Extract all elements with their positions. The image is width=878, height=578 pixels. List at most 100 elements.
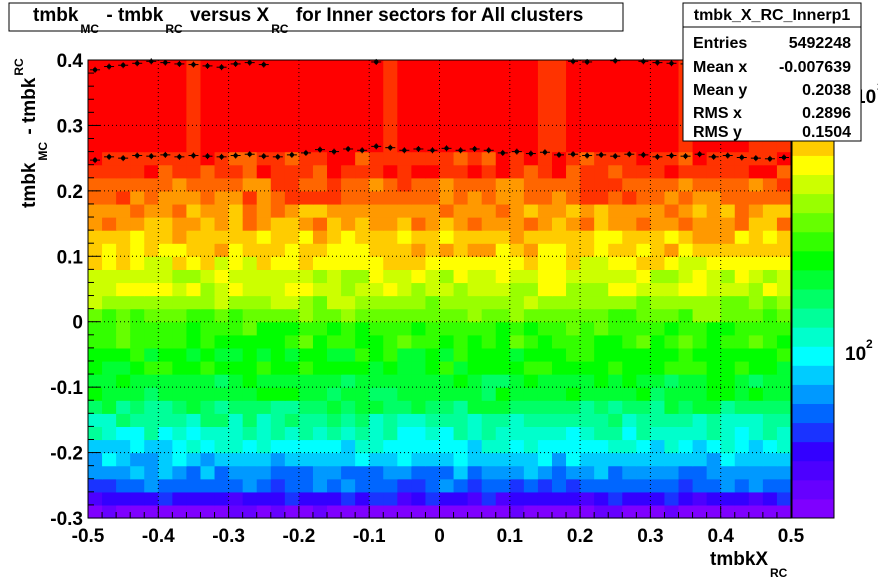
heatmap-cell — [312, 217, 328, 231]
heatmap-cell — [720, 491, 736, 506]
heatmap-cell — [692, 413, 708, 427]
heatmap-cell — [734, 504, 750, 519]
heatmap-cell — [158, 426, 173, 441]
heatmap-cell — [636, 347, 651, 362]
heatmap-cell — [144, 282, 159, 297]
heatmap-cell — [678, 491, 694, 506]
heatmap-cell — [116, 413, 131, 427]
profile-point — [528, 151, 534, 156]
heatmap-cell — [664, 230, 680, 244]
heatmap-cell — [172, 60, 188, 153]
heatmap-cell — [776, 413, 792, 427]
heatmap-cell — [158, 164, 173, 179]
heatmap-cell — [172, 347, 188, 362]
heatmap-cell — [467, 60, 483, 153]
heatmap-cell — [594, 478, 609, 493]
heatmap-cell — [706, 190, 722, 205]
heatmap-cell — [762, 478, 778, 493]
heatmap-cell — [439, 439, 455, 454]
heatmap-cell — [678, 426, 694, 441]
x-axis-title: tmbkX RC — [710, 549, 788, 578]
heatmap-cell — [734, 203, 750, 218]
heatmap-cell — [144, 230, 159, 244]
heatmap-cell — [411, 360, 427, 375]
heatmap-cell — [383, 230, 398, 244]
heatmap-cell — [537, 282, 553, 297]
heatmap-cell — [102, 360, 117, 375]
heatmap-cell — [256, 360, 272, 375]
heatmap-cell — [664, 413, 680, 427]
heatmap-cell — [580, 243, 595, 257]
heatmap-cell — [102, 347, 117, 362]
heatmap-cell — [186, 347, 202, 362]
heatmap-cell — [158, 282, 173, 297]
heatmap-cell — [312, 190, 328, 205]
heatmap-cell — [748, 413, 764, 427]
heatmap-cell — [256, 308, 272, 323]
heatmap-cell — [523, 269, 539, 284]
heatmap-cell — [116, 269, 131, 284]
heatmap-cell — [228, 387, 244, 401]
heatmap-cell — [720, 478, 736, 493]
heatmap-cell — [523, 374, 539, 388]
heatmap-cell — [678, 413, 694, 427]
profile-point — [669, 61, 674, 66]
heatmap-cell — [256, 177, 272, 192]
heatmap-cell — [706, 256, 722, 270]
heatmap-cell — [664, 347, 680, 362]
heatmap-cell — [172, 164, 188, 179]
heatmap-cell — [453, 321, 469, 336]
heatmap-cell — [355, 374, 370, 388]
palette-swatch — [792, 269, 834, 290]
heatmap-cell — [130, 60, 145, 153]
heatmap-cell — [566, 491, 581, 506]
heatmap-cell — [664, 400, 680, 414]
heatmap-cell — [566, 256, 581, 270]
heatmap-cell — [228, 334, 244, 349]
heatmap-cell — [116, 360, 131, 375]
heatmap-cell — [622, 230, 637, 244]
heatmap-cell — [369, 360, 384, 375]
heatmap-cell — [397, 256, 412, 270]
heatmap-cell — [566, 387, 581, 401]
heatmap-cell — [678, 256, 694, 270]
heatmap-cell — [327, 439, 342, 454]
heatmap-cell — [523, 413, 539, 427]
heatmap-cell — [186, 374, 202, 388]
heatmap-cell — [312, 282, 328, 297]
heatmap-cell — [776, 217, 792, 231]
heatmap-cell — [551, 374, 567, 388]
heatmap-cell — [369, 190, 384, 205]
heatmap-cell — [102, 400, 117, 414]
heatmap-cell — [256, 334, 272, 349]
heatmap-cell — [425, 269, 441, 284]
heatmap-cell — [551, 308, 567, 323]
heatmap-cell — [200, 413, 216, 427]
heatmap-cell — [327, 151, 342, 166]
heatmap-cell — [453, 491, 469, 506]
heatmap-cell — [762, 269, 778, 284]
heatmap-cell — [467, 465, 483, 480]
heatmap-cell — [636, 465, 651, 480]
heatmap-cell — [481, 269, 497, 284]
heatmap-cell — [341, 478, 356, 493]
heatmap-cell — [284, 374, 300, 388]
heatmap-cell — [284, 230, 300, 244]
heatmap-cell — [256, 230, 272, 244]
heatmap-cell — [411, 151, 427, 166]
heatmap-cell — [594, 282, 609, 297]
heatmap-cell — [270, 374, 286, 388]
heatmap-cell — [537, 478, 553, 493]
heatmap-cell — [88, 387, 103, 401]
heatmap-cell — [186, 452, 202, 467]
heatmap-cell — [523, 426, 539, 441]
profile-point — [233, 153, 238, 158]
heatmap-cell — [523, 217, 539, 231]
heatmap-cell — [355, 190, 370, 205]
heatmap-cell — [130, 177, 145, 192]
heatmap-cell — [284, 295, 300, 310]
heatmap-cell — [453, 334, 469, 349]
heatmap-cell — [312, 321, 328, 336]
heatmap-cell — [692, 295, 708, 310]
heatmap-cell — [664, 465, 680, 480]
